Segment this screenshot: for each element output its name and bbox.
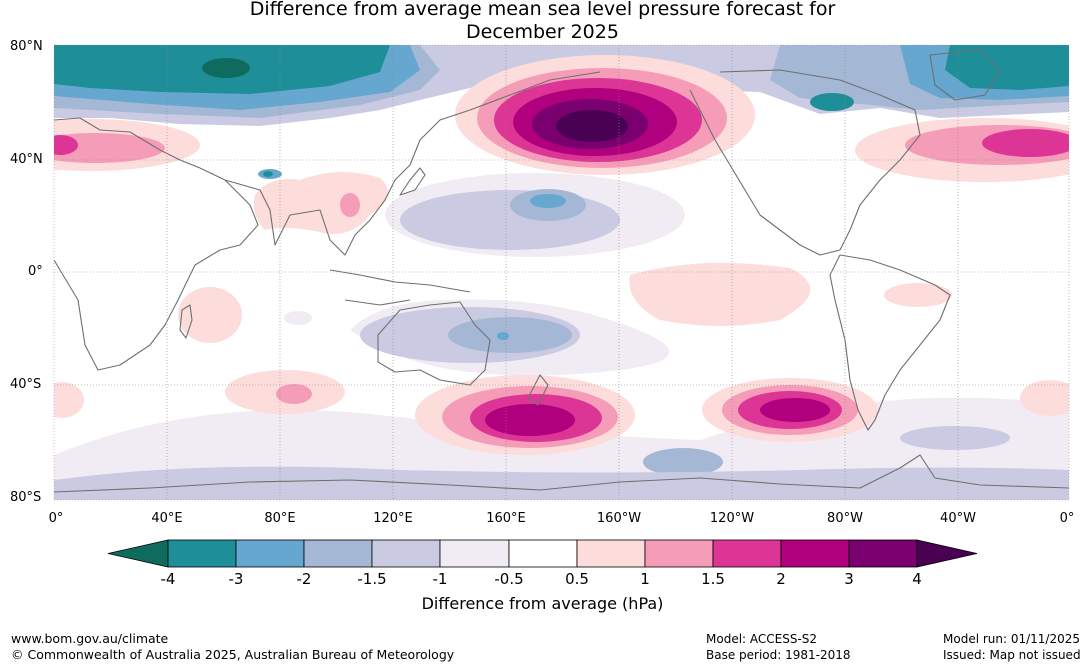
eq-pacific-positive xyxy=(629,262,811,326)
satl-positive-east xyxy=(1020,380,1069,416)
lon-label-160e: 160°E xyxy=(486,511,526,526)
footer-base-period: Base period: 1981-2018 xyxy=(706,648,851,662)
southern-negative-2 xyxy=(900,426,1010,450)
footer-copyright: © Commonwealth of Australia 2025, Austra… xyxy=(11,647,455,662)
indian-ocean-positive xyxy=(178,287,242,343)
colorbar-tick: 3 xyxy=(844,570,854,588)
coast-africa-europe xyxy=(54,117,259,371)
lon-label-120w: 120°W xyxy=(709,511,755,526)
sepac-positive-3 xyxy=(760,398,830,422)
footer-model-run: Model run: 01/11/2025 xyxy=(943,632,1081,646)
swpac-negative-2 xyxy=(497,332,509,340)
colorbar-tick: -3 xyxy=(228,570,244,588)
coast-greenland xyxy=(929,49,1001,101)
colorbar-bin-10 xyxy=(780,539,850,568)
china-positive xyxy=(340,193,360,217)
sio-positive-1.5 xyxy=(276,384,312,404)
colorbar-bin-2 xyxy=(235,539,305,568)
map-frame xyxy=(53,44,1070,501)
coast-japan xyxy=(399,167,426,196)
coast-antarctica xyxy=(54,454,1069,493)
colorbar-tick: -0.5 xyxy=(494,570,524,588)
coast-south-america xyxy=(829,254,951,431)
colorbar-tick: 1.5 xyxy=(701,570,725,588)
lat-label-40n: 40°N xyxy=(10,152,43,167)
coast-new-zealand xyxy=(527,374,549,406)
colorbar-tick: -1.5 xyxy=(357,570,387,588)
colorbar-tick: 1 xyxy=(640,570,650,588)
footer-website-link[interactable]: www.bom.gov.au/climate xyxy=(11,631,169,646)
title-line-2: December 2025 xyxy=(466,21,619,43)
lon-label-0-west: 0° xyxy=(48,511,64,526)
map-title: Difference from average mean sea level p… xyxy=(0,0,1085,44)
colorbar-extend-high xyxy=(916,539,978,568)
colorbar-tick: -1 xyxy=(432,570,448,588)
natl-positive-2 xyxy=(982,129,1069,157)
colorbar-bin-6 xyxy=(508,539,578,568)
asia-positive xyxy=(253,171,388,234)
coast-asia xyxy=(224,71,601,256)
colorbar-tick: 4 xyxy=(912,570,922,588)
colorbar-bin-7 xyxy=(576,539,646,568)
colorbar-bin-4 xyxy=(371,539,441,568)
sio-positive-west xyxy=(54,382,84,418)
europe-positive-2 xyxy=(54,135,78,155)
lat-label-80n: 80°N xyxy=(10,39,43,54)
graticule xyxy=(54,45,1069,500)
footer-model: Model: ACCESS-S2 xyxy=(706,632,818,646)
coast-australia xyxy=(377,301,491,386)
europe-positive-1.5 xyxy=(54,133,165,163)
lon-label-0-east: 0° xyxy=(1059,511,1075,526)
canada-very-strong-negative xyxy=(945,45,1069,90)
antarctic-negative xyxy=(54,466,1069,500)
npac-positive-max xyxy=(556,110,628,142)
lat-label-80s: 80°S xyxy=(10,490,42,505)
coast-indonesia xyxy=(329,269,471,306)
nw-pacific-negative xyxy=(400,190,620,250)
colorbar-tick: -2 xyxy=(296,570,312,588)
lon-label-40w: 40°W xyxy=(940,511,976,526)
colorbar-bin-5 xyxy=(439,539,510,568)
baffin-negative-core xyxy=(810,93,854,111)
tasman-positive-3 xyxy=(485,404,575,436)
lon-label-160w: 160°W xyxy=(596,511,642,526)
tibet-negative-core xyxy=(263,171,273,177)
lon-label-40e: 40°E xyxy=(151,511,183,526)
swpac-negative-1.5 xyxy=(448,317,572,353)
siberia-extreme-negative xyxy=(202,58,250,78)
colorbar-bin-3 xyxy=(303,539,373,568)
lon-label-120e: 120°E xyxy=(373,511,413,526)
footer-issued: Issued: Map not issued xyxy=(943,648,1081,662)
lon-label-80w: 80°W xyxy=(827,511,863,526)
coastlines xyxy=(54,49,1069,493)
colorbar xyxy=(107,539,978,568)
colorbar-tick: -4 xyxy=(160,570,176,588)
lat-label-40s: 40°S xyxy=(10,377,42,392)
colorbar-tick: 0.5 xyxy=(565,570,589,588)
colorbar-tick: 2 xyxy=(776,570,786,588)
colorbar-title: Difference from average (hPa) xyxy=(421,594,664,613)
colorbar-extend-low xyxy=(107,539,169,568)
southern-negative-1 xyxy=(643,448,723,476)
colorbar-bin-11 xyxy=(848,539,918,568)
colorbar-bin-9 xyxy=(712,539,782,568)
colorbar-bin-1 xyxy=(167,539,237,568)
io-weak-negative xyxy=(284,311,312,325)
lon-label-80e: 80°E xyxy=(264,511,296,526)
brazil-positive xyxy=(884,283,952,307)
title-line-1: Difference from average mean sea level p… xyxy=(249,0,836,20)
nw-pacific-negative-2 xyxy=(530,194,566,208)
colorbar-bin-8 xyxy=(644,539,714,568)
lat-label-equator: 0° xyxy=(28,264,43,279)
anomaly-field xyxy=(54,45,1069,500)
coast-madagascar xyxy=(179,304,193,339)
